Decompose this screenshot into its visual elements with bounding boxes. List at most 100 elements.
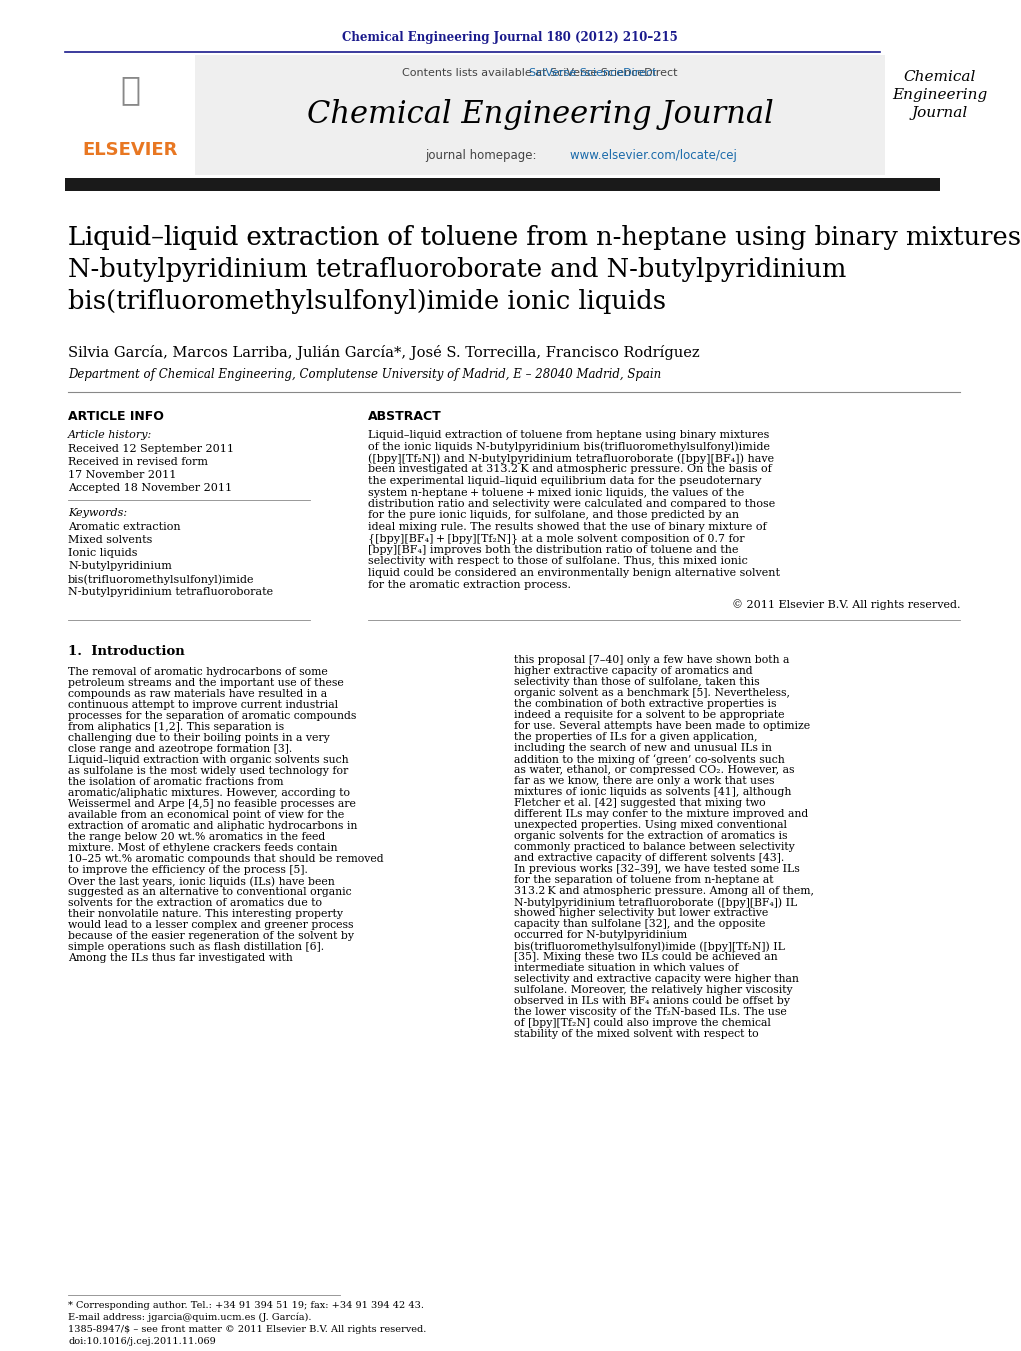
Text: available from an economical point of view for the: available from an economical point of vi…: [68, 811, 344, 820]
Text: ideal mixing rule. The results showed that the use of binary mixture of: ideal mixing rule. The results showed th…: [368, 521, 767, 532]
Text: indeed a requisite for a solvent to be appropriate: indeed a requisite for a solvent to be a…: [514, 711, 784, 720]
Text: Weissermel and Arpe [4,5] no feasible processes are: Weissermel and Arpe [4,5] no feasible pr…: [68, 798, 356, 809]
Text: because of the easier regeneration of the solvent by: because of the easier regeneration of th…: [68, 931, 354, 942]
Text: close range and azeotrope formation [3].: close range and azeotrope formation [3].: [68, 744, 292, 754]
Text: mixture. Most of ethylene crackers feeds contain: mixture. Most of ethylene crackers feeds…: [68, 843, 338, 852]
Text: Received in revised form: Received in revised form: [68, 457, 208, 467]
Text: for the pure ionic liquids, for sulfolane, and those predicted by an: for the pure ionic liquids, for sulfolan…: [368, 511, 739, 520]
Text: and extractive capacity of different solvents [43].: and extractive capacity of different sol…: [514, 852, 784, 863]
Text: ELSEVIER: ELSEVIER: [83, 141, 178, 159]
Text: E-mail address: jgarcia@quim.ucm.es (J. García).: E-mail address: jgarcia@quim.ucm.es (J. …: [68, 1313, 311, 1323]
Text: to improve the efficiency of the process [5].: to improve the efficiency of the process…: [68, 865, 308, 875]
Text: addition to the mixing of ‘green’ co-solvents such: addition to the mixing of ‘green’ co-sol…: [514, 754, 785, 765]
Text: Received 12 September 2011: Received 12 September 2011: [68, 444, 234, 454]
Text: {[bpy][BF₄] + [bpy][Tf₂N]} at a mole solvent composition of 0.7 for: {[bpy][BF₄] + [bpy][Tf₂N]} at a mole sol…: [368, 534, 744, 544]
Text: Keywords:: Keywords:: [68, 508, 128, 517]
Text: Contents lists available at SciVerse ScienceDirect: Contents lists available at SciVerse Sci…: [402, 68, 678, 78]
Text: this proposal [7–40] only a few have shown both a: this proposal [7–40] only a few have sho…: [514, 655, 789, 665]
Text: stability of the mixed solvent with respect to: stability of the mixed solvent with resp…: [514, 1029, 759, 1039]
Text: liquid could be considered an environmentally benign alternative solvent: liquid could be considered an environmen…: [368, 567, 780, 578]
Text: Article history:: Article history:: [68, 430, 152, 440]
Text: Liquid–liquid extraction with organic solvents such: Liquid–liquid extraction with organic so…: [68, 755, 348, 765]
Text: commonly practiced to balance between selectivity: commonly practiced to balance between se…: [514, 842, 794, 852]
Text: Among the ILs thus far investigated with: Among the ILs thus far investigated with: [68, 952, 293, 963]
Text: * Corresponding author. Tel.: +34 91 394 51 19; fax: +34 91 394 42 43.: * Corresponding author. Tel.: +34 91 394…: [68, 1301, 424, 1310]
Text: of [bpy][Tf₂N] could also improve the chemical: of [bpy][Tf₂N] could also improve the ch…: [514, 1019, 771, 1028]
Text: ARTICLE INFO: ARTICLE INFO: [68, 409, 164, 423]
Text: ([bpy][Tf₂N]) and N-butylpyridinium tetrafluoroborate ([bpy][BF₄]) have: ([bpy][Tf₂N]) and N-butylpyridinium tetr…: [368, 453, 774, 463]
Text: as water, ethanol, or compressed CO₂. However, as: as water, ethanol, or compressed CO₂. Ho…: [514, 765, 794, 775]
Text: In previous works [32–39], we have tested some ILs: In previous works [32–39], we have teste…: [514, 865, 799, 874]
Bar: [195, 55, 885, 176]
Text: solvents for the extraction of aromatics due to: solvents for the extraction of aromatics…: [68, 898, 322, 908]
Text: bis(trifluoromethylsulfonyl)imide ([bpy][Tf₂N]) IL: bis(trifluoromethylsulfonyl)imide ([bpy]…: [514, 942, 785, 951]
Text: including the search of new and unusual ILs in: including the search of new and unusual …: [514, 743, 772, 753]
Text: SciVerse ScienceDirect: SciVerse ScienceDirect: [424, 68, 657, 78]
Text: showed higher selectivity but lower extractive: showed higher selectivity but lower extr…: [514, 908, 768, 917]
Text: 17 November 2011: 17 November 2011: [68, 470, 177, 480]
Text: the combination of both extractive properties is: the combination of both extractive prope…: [514, 698, 777, 709]
Text: N-butylpyridinium: N-butylpyridinium: [68, 561, 172, 571]
Text: selectivity than those of sulfolane, taken this: selectivity than those of sulfolane, tak…: [514, 677, 760, 688]
Text: [bpy][BF₄] improves both the distribution ratio of toluene and the: [bpy][BF₄] improves both the distributio…: [368, 544, 738, 555]
Text: processes for the separation of aromatic compounds: processes for the separation of aromatic…: [68, 711, 356, 721]
Text: 10–25 wt.% aromatic compounds that should be removed: 10–25 wt.% aromatic compounds that shoul…: [68, 854, 384, 865]
Text: Aromatic extraction: Aromatic extraction: [68, 521, 181, 532]
Text: [35]. Mixing these two ILs could be achieved an: [35]. Mixing these two ILs could be achi…: [514, 952, 778, 962]
Text: distribution ratio and selectivity were calculated and compared to those: distribution ratio and selectivity were …: [368, 499, 775, 509]
Text: doi:10.1016/j.cej.2011.11.069: doi:10.1016/j.cej.2011.11.069: [68, 1337, 215, 1346]
Text: Chemical Engineering Journal 180 (2012) 210–215: Chemical Engineering Journal 180 (2012) …: [342, 31, 678, 45]
Text: intermediate situation in which values of: intermediate situation in which values o…: [514, 963, 738, 973]
Text: organic solvent as a benchmark [5]. Nevertheless,: organic solvent as a benchmark [5]. Neve…: [514, 688, 790, 698]
Text: the properties of ILs for a given application,: the properties of ILs for a given applic…: [514, 732, 758, 742]
Text: Liquid–liquid extraction of toluene from heptane using binary mixtures: Liquid–liquid extraction of toluene from…: [368, 430, 770, 440]
Text: 1385-8947/$ – see front matter © 2011 Elsevier B.V. All rights reserved.: 1385-8947/$ – see front matter © 2011 El…: [68, 1325, 427, 1333]
Text: extraction of aromatic and aliphatic hydrocarbons in: extraction of aromatic and aliphatic hyd…: [68, 821, 357, 831]
Text: Chemical Engineering Journal: Chemical Engineering Journal: [306, 100, 773, 131]
Text: Liquid–liquid extraction of toluene from: Liquid–liquid extraction of toluene from: [68, 226, 596, 250]
Text: continuous attempt to improve current industrial: continuous attempt to improve current in…: [68, 700, 338, 711]
Text: unexpected properties. Using mixed conventional: unexpected properties. Using mixed conve…: [514, 820, 787, 830]
Text: Accepted 18 November 2011: Accepted 18 November 2011: [68, 484, 232, 493]
Text: selectivity and extractive capacity were higher than: selectivity and extractive capacity were…: [514, 974, 798, 984]
Text: higher extractive capacity of aromatics and: higher extractive capacity of aromatics …: [514, 666, 752, 676]
Text: for the aromatic extraction process.: for the aromatic extraction process.: [368, 580, 571, 589]
Text: petroleum streams and the important use of these: petroleum streams and the important use …: [68, 678, 344, 688]
Text: N-butylpyridinium tetrafluoroborate ([bpy][BF₄]) IL: N-butylpyridinium tetrafluoroborate ([bp…: [514, 897, 797, 908]
Text: would lead to a lesser complex and greener process: would lead to a lesser complex and green…: [68, 920, 353, 929]
Text: aromatic/aliphatic mixtures. However, according to: aromatic/aliphatic mixtures. However, ac…: [68, 788, 350, 798]
Text: of the ionic liquids N-butylpyridinium bis(trifluoromethylsulfonyl)imide: of the ionic liquids N-butylpyridinium b…: [368, 442, 770, 453]
Text: simple operations such as flash distillation [6].: simple operations such as flash distilla…: [68, 942, 324, 952]
Bar: [65, 178, 940, 190]
Text: ABSTRACT: ABSTRACT: [368, 409, 442, 423]
Text: observed in ILs with BF₄ anions could be offset by: observed in ILs with BF₄ anions could be…: [514, 996, 790, 1006]
Text: system n-heptane + toluene + mixed ionic liquids, the values of the: system n-heptane + toluene + mixed ionic…: [368, 488, 744, 497]
Text: Department of Chemical Engineering, Complutense University of Madrid, E – 28040 : Department of Chemical Engineering, Comp…: [68, 367, 662, 381]
Text: N-butylpyridinium tetrafluoroborate: N-butylpyridinium tetrafluoroborate: [68, 586, 274, 597]
Text: mixtures of ionic liquids as solvents [41], although: mixtures of ionic liquids as solvents [4…: [514, 788, 791, 797]
Text: their nonvolatile nature. This interesting property: their nonvolatile nature. This interesti…: [68, 909, 343, 919]
Text: suggested as an alternative to conventional organic: suggested as an alternative to conventio…: [68, 888, 351, 897]
Text: different ILs may confer to the mixture improved and: different ILs may confer to the mixture …: [514, 809, 809, 819]
Bar: [65, 55, 195, 176]
Text: far as we know, there are only a work that uses: far as we know, there are only a work th…: [514, 775, 775, 786]
Text: for the separation of toluene from n-heptane at: for the separation of toluene from n-hep…: [514, 875, 774, 885]
Text: 1.  Introduction: 1. Introduction: [68, 644, 185, 658]
Text: Ionic liquids: Ionic liquids: [68, 549, 138, 558]
Text: 313.2 K and atmospheric pressure. Among all of them,: 313.2 K and atmospheric pressure. Among …: [514, 886, 814, 896]
Text: the experimental liquid–liquid equilibrium data for the pseudoternary: the experimental liquid–liquid equilibri…: [368, 476, 762, 486]
Text: as sulfolane is the most widely used technology for: as sulfolane is the most widely used tec…: [68, 766, 348, 775]
Text: Chemical
Engineering
Journal: Chemical Engineering Journal: [892, 70, 987, 120]
Text: for use. Several attempts have been made to optimize: for use. Several attempts have been made…: [514, 721, 810, 731]
Text: organic solvents for the extraction of aromatics is: organic solvents for the extraction of a…: [514, 831, 787, 842]
Text: from aliphatics [1,2]. This separation is: from aliphatics [1,2]. This separation i…: [68, 721, 284, 732]
Text: The removal of aromatic hydrocarbons of some: The removal of aromatic hydrocarbons of …: [68, 667, 328, 677]
Text: selectivity with respect to those of sulfolane. Thus, this mixed ionic: selectivity with respect to those of sul…: [368, 557, 747, 566]
Text: the range below 20 wt.% aromatics in the feed: the range below 20 wt.% aromatics in the…: [68, 832, 326, 842]
Text: 🌳: 🌳: [120, 73, 140, 107]
Text: capacity than sulfolane [32], and the opposite: capacity than sulfolane [32], and the op…: [514, 919, 766, 929]
Text: Liquid–liquid extraction of toluene from: Liquid–liquid extraction of toluene from: [68, 226, 596, 250]
Text: sulfolane. Moreover, the relatively higher viscosity: sulfolane. Moreover, the relatively high…: [514, 985, 792, 994]
Text: been investigated at 313.2 K and atmospheric pressure. On the basis of: been investigated at 313.2 K and atmosph…: [368, 465, 772, 474]
Text: www.elsevier.com/locate/cej: www.elsevier.com/locate/cej: [540, 149, 737, 162]
